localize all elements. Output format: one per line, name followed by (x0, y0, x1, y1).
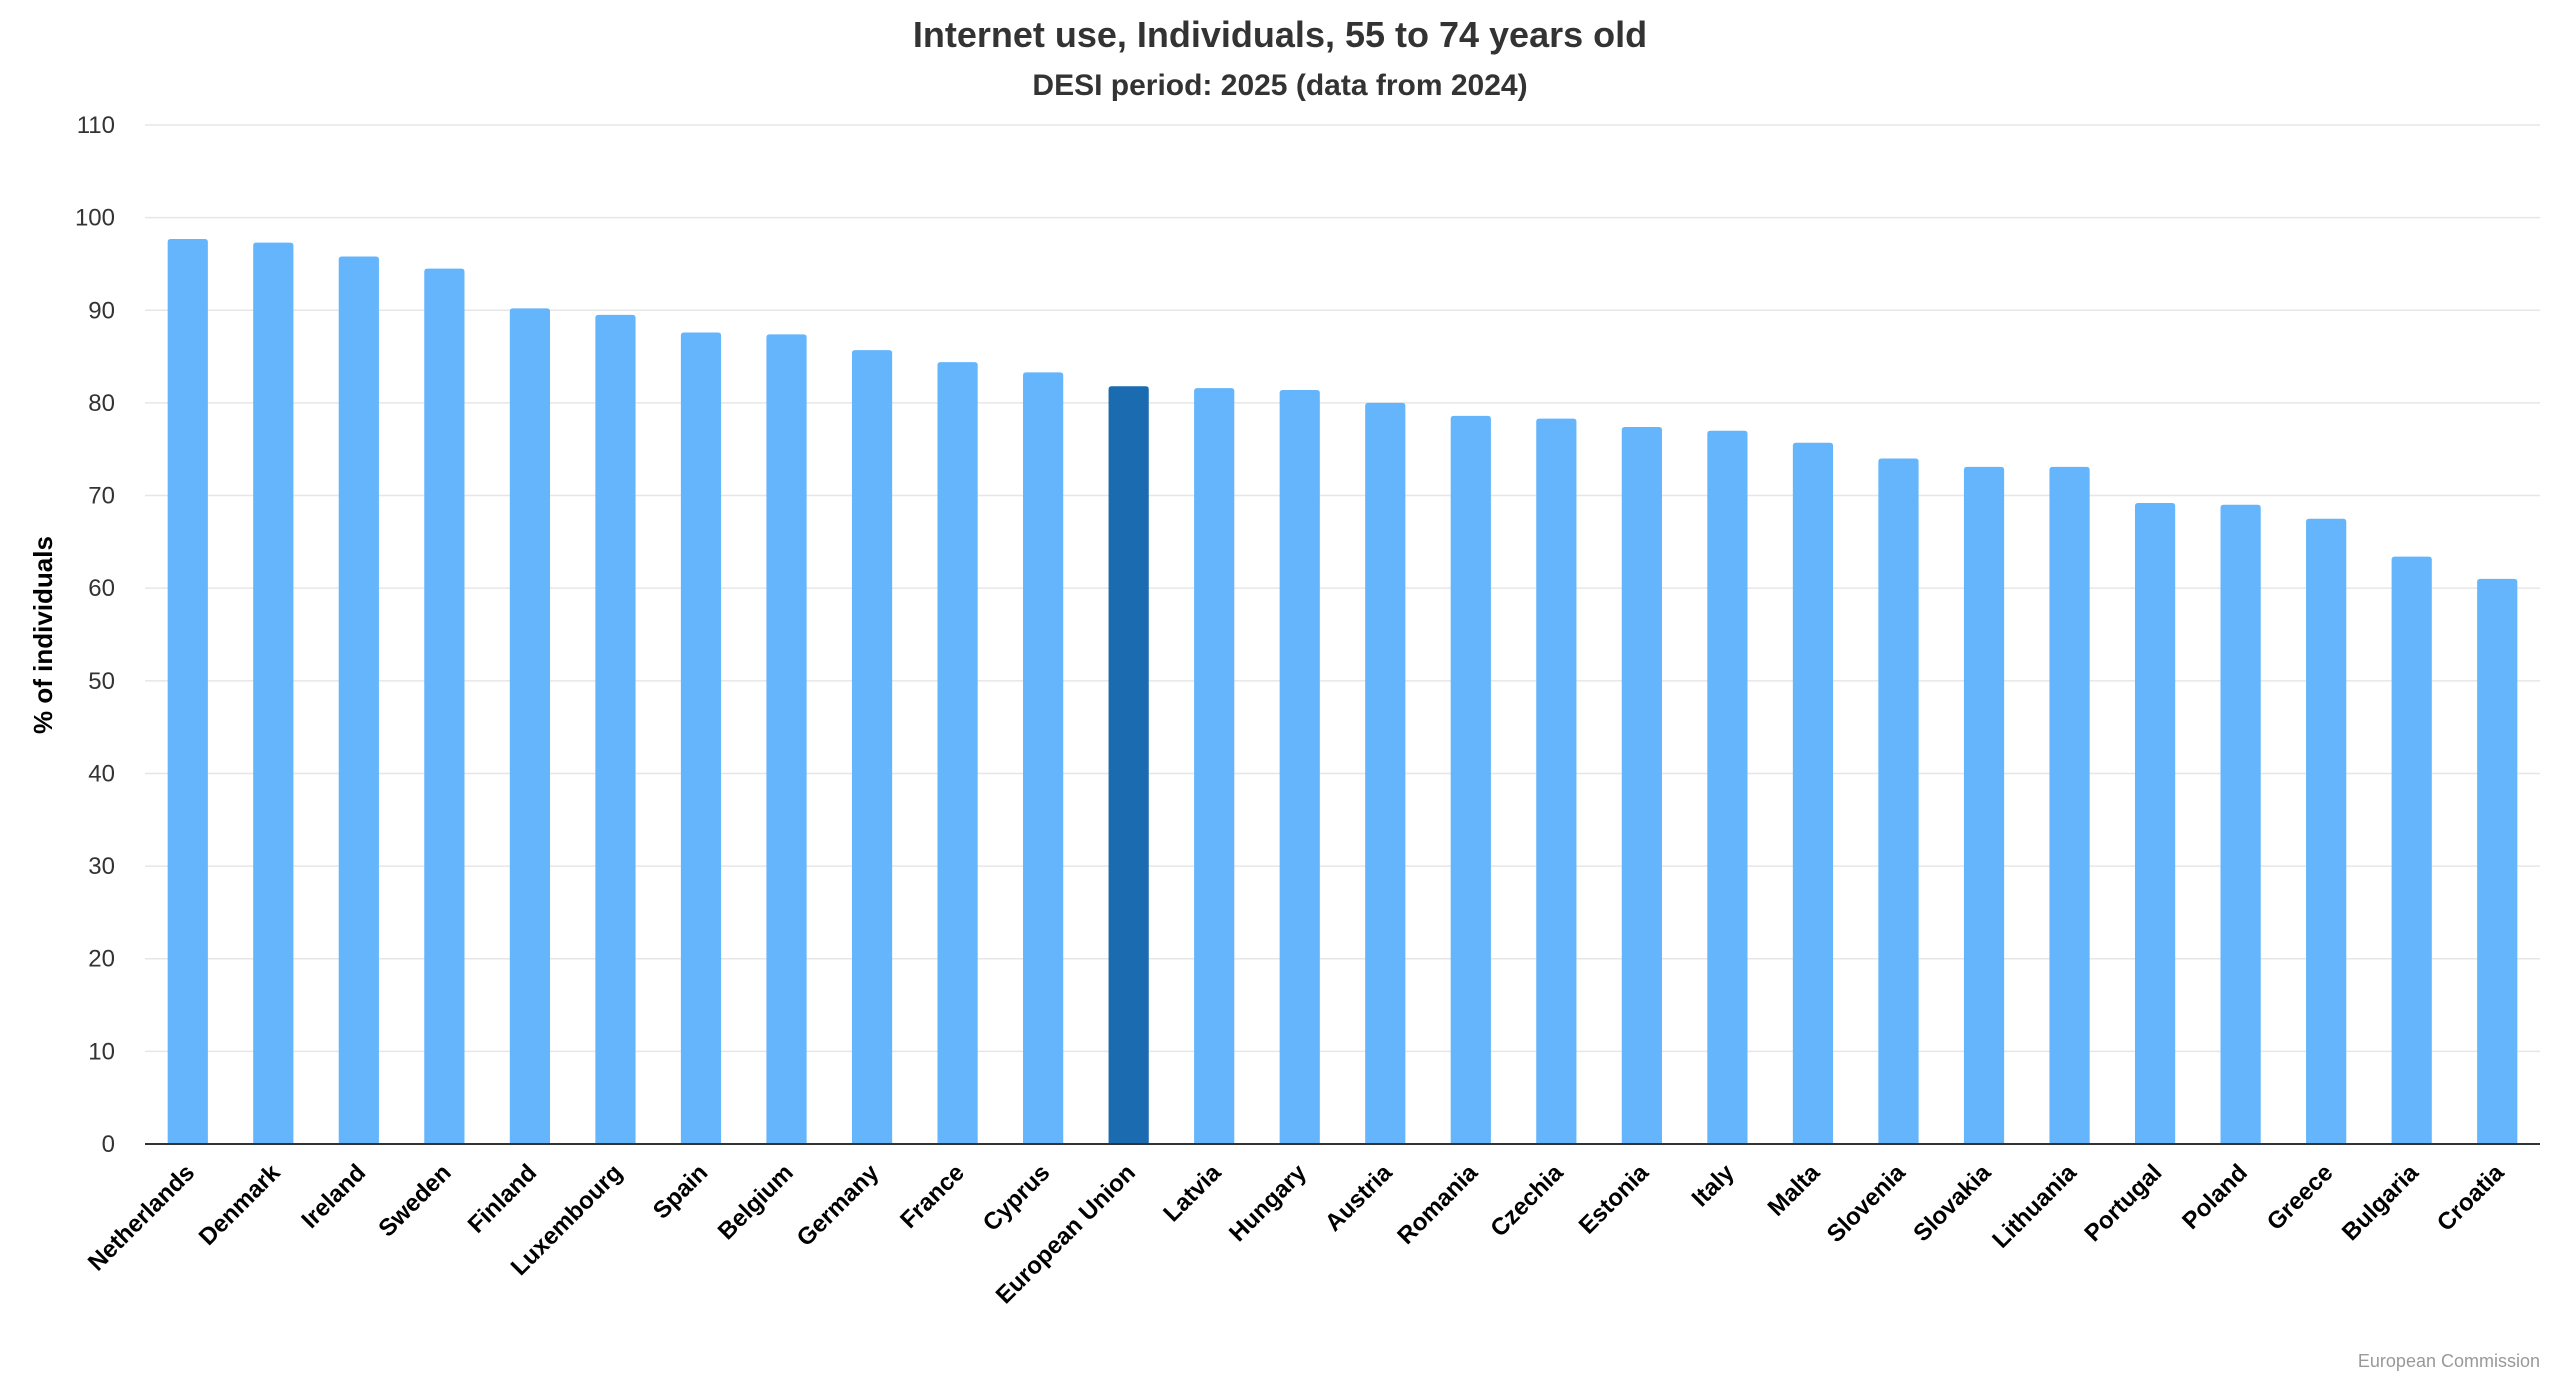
x-tick-label: France (895, 1159, 970, 1234)
y-tick-label: 80 (88, 390, 115, 417)
x-tick-label: Finland (463, 1159, 542, 1238)
bar-sweden[interactable] (424, 268, 465, 1144)
bar-portugal[interactable] (2134, 502, 2176, 1144)
x-tick-label: Slovakia (1908, 1159, 1996, 1247)
x-tick-label: Croatia (2432, 1159, 2510, 1237)
x-tick-label: Denmark (194, 1159, 286, 1251)
x-tick-label: Lithuania (1987, 1159, 2082, 1254)
bars (167, 238, 2518, 1145)
x-tick-label: Greece (2262, 1159, 2339, 1236)
y-axis-title: % of individuals (28, 536, 58, 734)
bar-finland[interactable] (509, 308, 551, 1144)
bar-austria[interactable] (1365, 402, 1406, 1145)
y-tick-label: 40 (88, 760, 115, 787)
bar-croatia[interactable] (2477, 578, 2518, 1144)
x-tick-label: Czechia (1485, 1159, 1569, 1243)
x-tick-label: Hungary (1224, 1159, 1312, 1247)
x-tick-label: Ireland (296, 1159, 371, 1234)
y-tick-label: 0 (102, 1131, 115, 1158)
x-tick-label: Latvia (1158, 1159, 1227, 1228)
bar-slovakia[interactable] (1963, 466, 2005, 1144)
bar-hungary[interactable] (1279, 389, 1320, 1144)
x-tick-label: Spain (648, 1159, 713, 1224)
credit-text[interactable]: European Commission (2358, 1351, 2540, 1371)
x-tick-label: Bulgaria (2337, 1159, 2424, 1246)
y-tick-label: 90 (88, 297, 115, 324)
bar-lithuania[interactable] (2049, 466, 2090, 1144)
x-tick-label: Italy (1687, 1159, 1741, 1213)
x-tick-label: Austria (1320, 1159, 1398, 1237)
gridlines (145, 124, 2540, 1053)
bar-poland[interactable] (2220, 504, 2261, 1144)
y-axis-ticks: 0 10 20 30 40 50 60 70 80 90 100 110 (75, 112, 115, 1158)
bar-italy[interactable] (1707, 430, 1748, 1144)
y-tick-label: 100 (75, 205, 115, 232)
x-tick-label: Sweden (373, 1159, 456, 1242)
y-tick-label: 70 (88, 483, 115, 510)
bar-ireland[interactable] (338, 256, 379, 1144)
bar-latvia[interactable] (1194, 388, 1235, 1144)
bar-luxembourg[interactable] (595, 314, 636, 1144)
bar-france[interactable] (937, 362, 978, 1145)
bar-greece[interactable] (2306, 518, 2347, 1144)
x-tick-label: Netherlands (83, 1159, 200, 1276)
bar-cyprus[interactable] (1023, 372, 1064, 1144)
bar-spain[interactable] (680, 332, 722, 1144)
bar-estonia[interactable] (1621, 426, 1662, 1145)
y-tick-label: 50 (88, 668, 115, 695)
y-tick-label: 10 (88, 1038, 115, 1065)
bar-netherlands[interactable] (167, 238, 208, 1144)
chart-subtitle: DESI period: 2025 (data from 2024) (1032, 69, 1527, 102)
x-tick-label: Germany (792, 1159, 885, 1252)
y-tick-label: 30 (88, 853, 115, 880)
bar-czechia[interactable] (1536, 418, 1577, 1144)
x-tick-label: Cyprus (978, 1159, 1056, 1237)
x-tick-label: Belgium (713, 1159, 799, 1245)
bar-belgium[interactable] (766, 334, 807, 1145)
bar-malta[interactable] (1792, 442, 1834, 1144)
bar-bulgaria[interactable] (2391, 556, 2432, 1144)
x-tick-label: Estonia (1574, 1159, 1655, 1240)
bar-germany[interactable] (851, 350, 893, 1145)
x-tick-label: Slovenia (1822, 1159, 1911, 1248)
x-tick-label: Poland (2177, 1159, 2253, 1235)
y-tick-label: 110 (77, 112, 115, 139)
y-tick-label: 60 (88, 575, 115, 602)
y-tick-label: 20 (88, 946, 115, 973)
bar-slovenia[interactable] (1878, 458, 1919, 1144)
bar-romania[interactable] (1450, 415, 1491, 1144)
x-tick-label: Portugal (2079, 1159, 2167, 1247)
bar-denmark[interactable] (253, 242, 294, 1144)
chart-title: Internet use, Individuals, 55 to 74 year… (913, 14, 1647, 55)
x-tick-label: Malta (1763, 1159, 1826, 1222)
bar-european-union[interactable] (1108, 386, 1149, 1144)
x-tick-label: Romania (1392, 1159, 1483, 1250)
